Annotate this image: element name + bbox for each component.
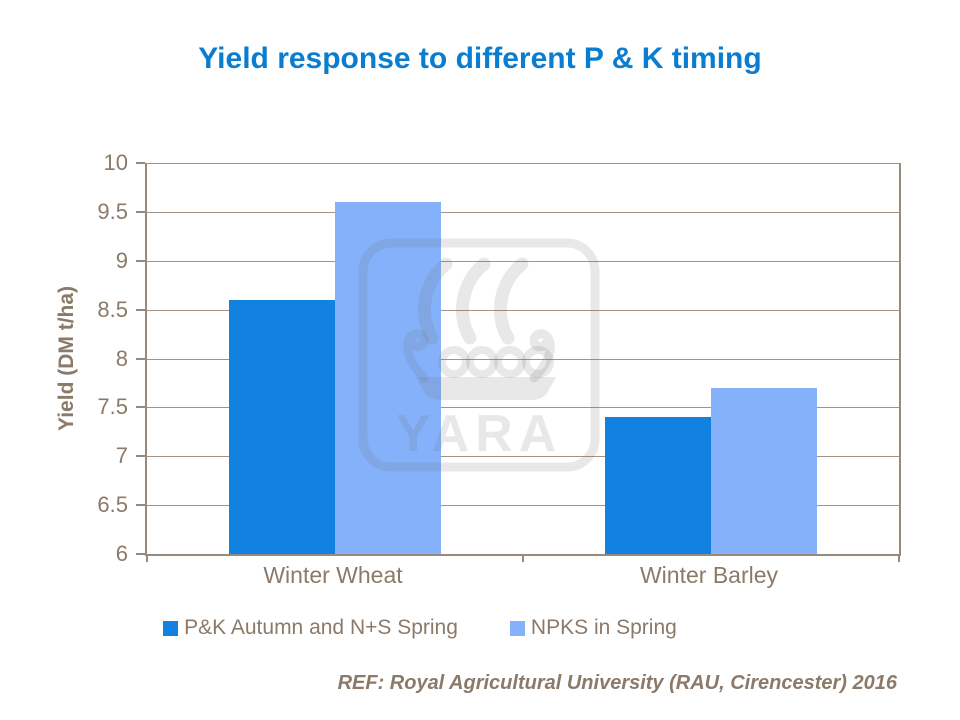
y-axis-tick-label: 6 <box>115 541 128 566</box>
gridline <box>147 163 899 164</box>
bar-2-cat-2 <box>711 387 817 554</box>
bar-2-cat-1 <box>335 202 441 554</box>
y-axis-tick <box>136 308 145 311</box>
y-axis-tick-label: 9.5 <box>97 198 128 224</box>
chart-legend: P&K Autumn and N+S Spring NPKS in Spring <box>60 616 780 640</box>
gridline <box>147 358 899 360</box>
y-axis-tick-label: 7 <box>115 443 128 469</box>
y-axis-tick-labels: 6 6.5 7 7.5 8 8.5 9 9.5 10 <box>0 150 128 566</box>
category-label: Winter Barley <box>639 562 779 588</box>
y-axis-tick <box>136 455 145 458</box>
y-axis-tick <box>136 162 145 164</box>
reference-text: REF: Royal Agricultural University (RAU,… <box>337 672 897 694</box>
bar-1-cat-2 <box>605 417 711 554</box>
y-axis-tick-label: 6.5 <box>97 492 128 518</box>
y-axis-tick <box>136 210 145 213</box>
y-axis-tick <box>136 259 145 262</box>
legend-swatch-2 <box>509 620 525 636</box>
y-axis-tick <box>136 553 145 555</box>
bar-1-cat-1 <box>229 299 335 554</box>
gridline <box>147 505 899 507</box>
category-label: Winter Wheat <box>263 562 403 588</box>
legend-label: NPKS in Spring <box>530 616 677 639</box>
plot-area <box>136 162 901 562</box>
legend-item-1: P&K Autumn and N+S Spring <box>163 616 458 640</box>
x-axis-tick <box>522 554 524 562</box>
gridline <box>147 260 899 262</box>
y-axis-tick-label: 8 <box>115 345 128 371</box>
x-axis-category-labels: Winter Wheat Winter Barley <box>145 562 897 592</box>
legend-swatch-1 <box>163 620 179 636</box>
legend-item-2: NPKS in Spring <box>509 616 677 640</box>
legend-label: P&K Autumn and N+S Spring <box>184 616 458 639</box>
x-axis-tick <box>146 554 148 562</box>
gridline <box>147 211 899 213</box>
y-axis-tick <box>136 357 145 360</box>
gridline <box>147 407 899 409</box>
y-axis-tick <box>136 406 145 409</box>
gridline <box>147 456 899 458</box>
y-axis-tick <box>136 504 145 507</box>
gridline <box>147 309 899 311</box>
y-axis-tick-label: 9 <box>115 247 128 273</box>
chart-title: Yield response to different P & K timing <box>198 42 762 75</box>
y-axis-tick-label: 7.5 <box>97 394 128 420</box>
y-axis-tick-label: 8.5 <box>97 296 128 322</box>
y-axis-tick-label: 10 <box>103 150 128 175</box>
x-axis-tick <box>898 554 900 562</box>
